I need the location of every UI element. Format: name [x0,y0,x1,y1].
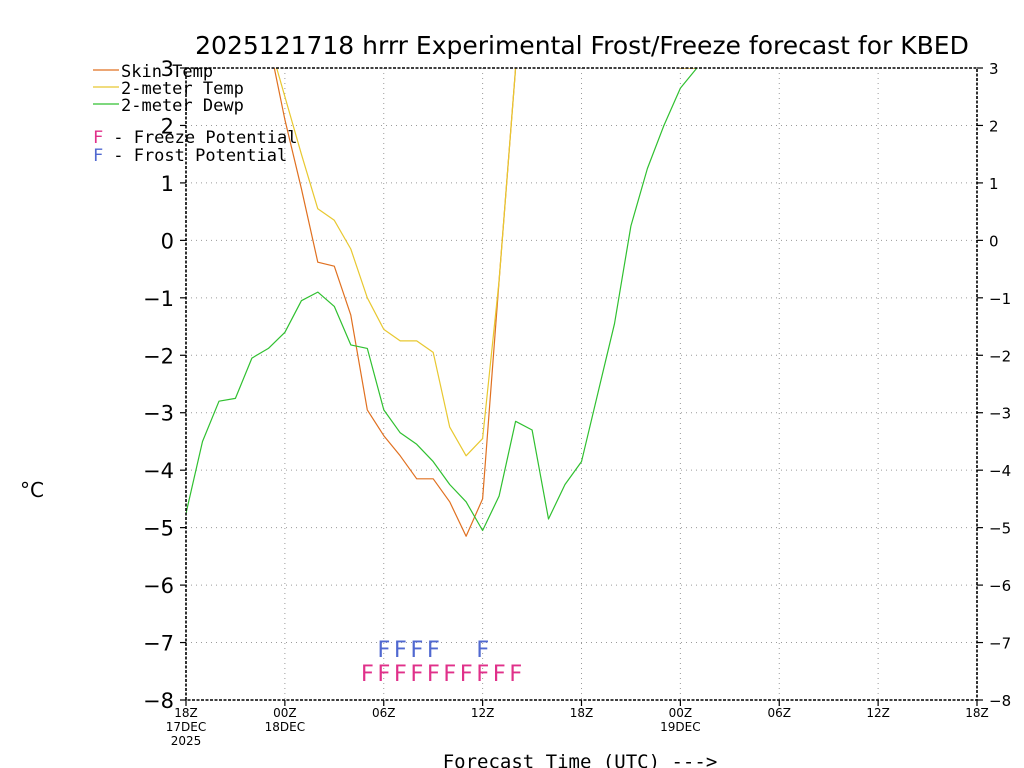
frost-potential-mark: F [410,638,423,663]
y-tick-label-right: −2 [989,347,1011,365]
y-tick-label-left: 3 [161,57,174,81]
x-tick-label: 18Z [965,706,989,720]
x-tick-label: 12Z [866,706,890,720]
y-tick-label-left: −6 [143,574,174,598]
y-tick-label-left: 1 [161,172,174,196]
gridlines [186,68,977,700]
y-tick-label-left: 0 [161,229,174,253]
x-axis-label: Forecast Time (UTC) ---> [443,751,718,768]
series-lines [186,68,698,537]
skin-temp-line [273,68,697,537]
y-tick-label-left: −8 [143,689,174,713]
freeze-potential-mark: F [410,662,423,687]
x-tick-date: 19DEC [660,720,700,734]
y-tick-label-right: −7 [989,635,1011,653]
y-tick-label-right: −8 [989,692,1011,710]
x-tick-year: 2025 [171,734,202,748]
x-tick-label: 06Z [372,706,396,720]
y-tick-label-right: 2 [989,117,999,135]
y-tick-label-right: −4 [989,462,1011,480]
y-axis-right: −8 −7 −6 −5 −4 −3 −2 −1 0 1 2 3 [977,60,1011,710]
frost-potential-mark: F [394,638,407,663]
y-tick-label-left: −1 [143,287,174,311]
x-tick-label: 00Z [273,706,297,720]
legend-label: 2-meter Dewp [121,96,244,116]
freeze-potential-mark: F [492,662,505,687]
freeze-potential-mark: F [443,662,456,687]
y-tick-label-right: 0 [989,232,999,250]
y-tick-label-right: 1 [989,175,999,193]
legend-marker-letter: F [93,146,103,166]
chart-title: 2025121718 hrrr Experimental Frost/Freez… [195,31,969,60]
x-tick-label: 00Z [669,706,693,720]
legend-label: 2-meter Temp [121,79,244,99]
y-tick-label-right: −6 [989,577,1011,595]
frost-potential-mark: F [476,638,489,663]
legend-marker-label: - Freeze Potential [103,128,297,148]
y-tick-label-left: −5 [143,517,174,541]
x-tick-label: 18Z [570,706,594,720]
y-tick-label-right: −3 [989,405,1011,423]
two-meter-temp-line [276,68,697,457]
y-tick-label-left: −2 [143,344,174,368]
y-tick-label-right: −5 [989,520,1011,538]
freeze-potential-mark: F [361,662,374,687]
y-axis-label: °C [20,478,44,502]
frost-potential-mark: F [377,638,390,663]
frost-potential-mark: F [427,638,440,663]
x-tick-date: 17DEC [166,720,206,734]
freeze-potential-mark: F [476,662,489,687]
x-tick-label: 06Z [768,706,792,720]
freeze-potential-mark: F [460,662,473,687]
y-tick-label-left: −7 [143,632,174,656]
freeze-potential-mark: F [427,662,440,687]
x-tick-label: 12Z [471,706,495,720]
y-tick-label-right: −1 [989,290,1011,308]
y-tick-label-left: −4 [143,459,174,483]
legend-marker-letter: F [93,128,103,148]
y-tick-label-right: 3 [989,60,999,78]
y-tick-label-left: −3 [143,402,174,426]
y-tick-label-left: 2 [161,114,174,138]
legend-marker-label: - Frost Potential [103,146,287,166]
two-meter-dewp-line [186,68,698,532]
freeze-potential-mark: F [377,662,390,687]
x-tick-label: 18Z [174,706,198,720]
legend-label: Skin Temp [121,62,213,82]
x-tick-date: 18DEC [265,720,305,734]
freeze-potential-mark: F [509,662,522,687]
y-axis-left: −8 −7 −6 −5 −4 −3 −2 −1 0 1 2 3 [143,57,186,713]
freeze-potential-mark: F [394,662,407,687]
